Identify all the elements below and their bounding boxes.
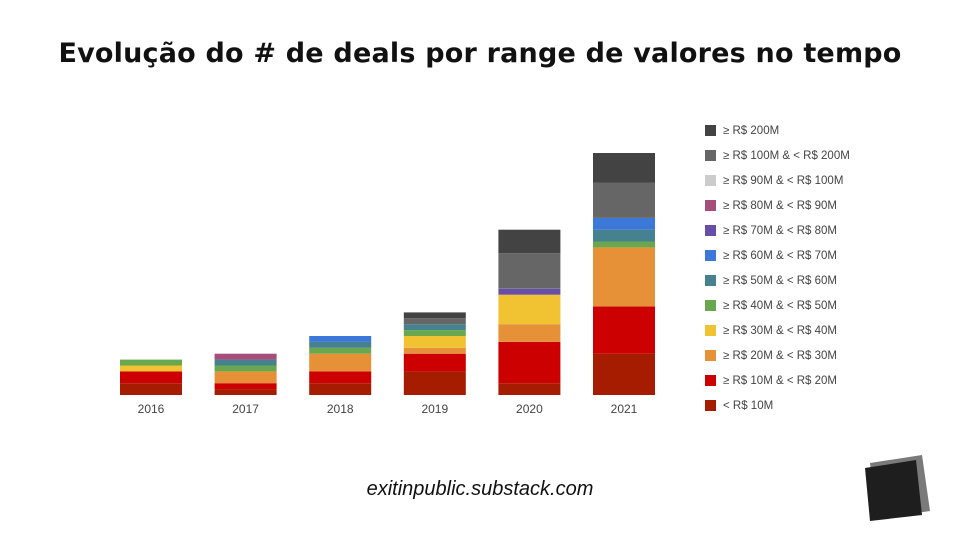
footer-url: exitinpublic.substack.com bbox=[366, 478, 594, 500]
legend-label: < R$ 10M bbox=[723, 399, 774, 412]
bar-segment-2019-s1 bbox=[403, 353, 466, 372]
bar-segment-2020-s0 bbox=[498, 383, 561, 395]
bar-segment-2017-s2 bbox=[214, 371, 277, 384]
bar-segment-2020-s2 bbox=[498, 324, 561, 342]
bar-segment-2018-s0 bbox=[309, 383, 372, 395]
legend-item: ≥ R$ 30M & < R$ 40M bbox=[705, 318, 905, 343]
bar-segment-2021-s6 bbox=[593, 217, 655, 230]
legend-item: ≥ R$ 50M & < R$ 60M bbox=[705, 268, 905, 293]
legend-label: ≥ R$ 40M & < R$ 50M bbox=[723, 299, 838, 312]
legend-swatch bbox=[705, 350, 716, 361]
x-axis-ticks: 2016 2017 2018 2019 2020 2021 bbox=[138, 402, 638, 416]
x-tick-label-2019: 2019 bbox=[421, 402, 448, 416]
brand-logo-icon bbox=[865, 455, 930, 521]
legend-swatch bbox=[705, 400, 716, 411]
bar-segment-2020-s7 bbox=[498, 288, 561, 295]
legend-label: ≥ R$ 70M & < R$ 80M bbox=[723, 224, 838, 237]
x-tick-label-2016: 2016 bbox=[138, 402, 165, 416]
stacked-bar-chart: 2016 2017 2018 2019 2020 2021 bbox=[120, 153, 655, 416]
bar-segment-2018-s6 bbox=[309, 336, 372, 342]
bar-segment-2019-s4 bbox=[403, 330, 466, 336]
x-tick-label-2021: 2021 bbox=[611, 402, 638, 416]
legend-item: ≥ R$ 70M & < R$ 80M bbox=[705, 218, 905, 243]
bar-segment-2021-s1 bbox=[593, 306, 655, 354]
legend-item: ≥ R$ 90M & < R$ 100M bbox=[705, 168, 905, 193]
bar-segment-2021-s11 bbox=[593, 153, 655, 183]
bar-segment-2021-s0 bbox=[593, 353, 655, 395]
legend-label: ≥ R$ 10M & < R$ 20M bbox=[723, 374, 838, 387]
legend-label: ≥ R$ 80M & < R$ 90M bbox=[723, 199, 838, 212]
legend-swatch bbox=[705, 200, 716, 211]
legend-item: ≥ R$ 100M & < R$ 200M bbox=[705, 143, 905, 168]
bar-segment-2017-s0 bbox=[214, 389, 277, 395]
legend-item: ≥ R$ 200M bbox=[705, 118, 905, 143]
legend-swatch bbox=[705, 275, 716, 286]
bar-segment-2017-s4 bbox=[214, 365, 277, 372]
bar-segment-2018-s1 bbox=[309, 371, 372, 384]
legend-swatch bbox=[705, 225, 716, 236]
bar-segment-2016-s1 bbox=[120, 371, 182, 384]
x-tick-label-2020: 2020 bbox=[516, 402, 543, 416]
bar-segment-2018-s2 bbox=[309, 353, 372, 372]
legend-item: ≥ R$ 80M & < R$ 90M bbox=[705, 193, 905, 218]
legend-swatch bbox=[705, 325, 716, 336]
legend-item: ≥ R$ 20M & < R$ 30M bbox=[705, 343, 905, 368]
bar-segment-2019-s5 bbox=[403, 324, 466, 331]
legend-item: ≥ R$ 10M & < R$ 20M bbox=[705, 368, 905, 393]
legend-label: ≥ R$ 50M & < R$ 60M bbox=[723, 274, 838, 287]
x-tick-label-2017: 2017 bbox=[232, 402, 259, 416]
legend-swatch bbox=[705, 375, 716, 386]
bar-segment-2021-s10 bbox=[593, 182, 655, 218]
bar-segment-2018-s4 bbox=[309, 347, 372, 354]
legend-swatch bbox=[705, 250, 716, 261]
bar-segment-2020-s3 bbox=[498, 294, 561, 325]
bar-segment-2016-s4 bbox=[120, 359, 182, 366]
bar-segment-2020-s11 bbox=[498, 229, 561, 254]
legend-swatch bbox=[705, 300, 716, 311]
legend-item: < R$ 10M bbox=[705, 393, 905, 418]
bar-segment-2020-s10 bbox=[498, 253, 561, 289]
bar-segment-2021-s2 bbox=[593, 247, 655, 307]
legend-label: ≥ R$ 100M & < R$ 200M bbox=[723, 149, 850, 162]
bars-group bbox=[120, 153, 655, 395]
bar-segment-2018-s5 bbox=[309, 341, 372, 348]
bar-segment-2017-s1 bbox=[214, 383, 277, 390]
bar-segment-2017-s5 bbox=[214, 359, 277, 366]
legend-label: ≥ R$ 60M & < R$ 70M bbox=[723, 249, 838, 262]
legend-label: ≥ R$ 20M & < R$ 30M bbox=[723, 349, 838, 362]
legend-label: ≥ R$ 200M bbox=[723, 124, 780, 137]
chart-title: Evolução do # de deals por range de valo… bbox=[58, 38, 902, 69]
x-tick-label-2018: 2018 bbox=[327, 402, 354, 416]
bar-segment-2016-s3 bbox=[120, 365, 182, 372]
legend-label: ≥ R$ 90M & < R$ 100M bbox=[723, 174, 844, 187]
bar-segment-2019-s0 bbox=[403, 371, 466, 395]
bar-segment-2021-s5 bbox=[593, 229, 655, 242]
bar-segment-2020-s1 bbox=[498, 341, 561, 384]
legend: ≥ R$ 200M ≥ R$ 100M & < R$ 200M ≥ R$ 90M &… bbox=[705, 118, 905, 418]
legend-swatch bbox=[705, 150, 716, 161]
legend-item: ≥ R$ 60M & < R$ 70M bbox=[705, 243, 905, 268]
bar-segment-2017-s8 bbox=[214, 353, 277, 360]
legend-label: ≥ R$ 30M & < R$ 40M bbox=[723, 324, 838, 337]
bar-segment-2019-s2 bbox=[403, 347, 466, 354]
bar-segment-2021-s4 bbox=[593, 241, 655, 248]
logo-front-square bbox=[865, 460, 922, 521]
legend-swatch bbox=[705, 125, 716, 136]
legend-item: ≥ R$ 40M & < R$ 50M bbox=[705, 293, 905, 318]
legend-swatch bbox=[705, 175, 716, 186]
bar-segment-2019-s11 bbox=[403, 312, 466, 319]
bar-segment-2016-s0 bbox=[120, 383, 182, 395]
bar-segment-2019-s3 bbox=[403, 336, 466, 348]
bar-segment-2019-s10 bbox=[403, 318, 466, 325]
